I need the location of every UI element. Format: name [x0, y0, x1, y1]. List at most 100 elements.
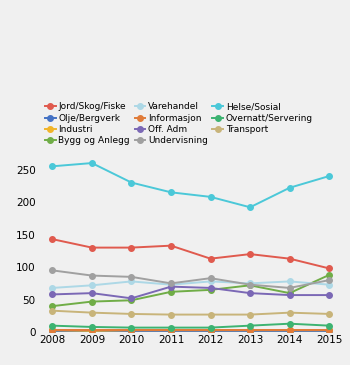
Helse/Sosial: [130, 180, 134, 185]
Helse/Sosial: [50, 164, 55, 169]
Industri: [327, 328, 331, 333]
Varehandel: [90, 283, 94, 288]
Varehandel: [287, 279, 292, 284]
Jord/Skog/Fiske: [248, 252, 252, 256]
Overnatt/Servering: [327, 323, 331, 328]
Olje/Bergverk: [130, 328, 134, 333]
Industri: [248, 328, 252, 333]
Olje/Bergverk: [169, 328, 173, 333]
Bygg og Anlegg: [169, 290, 173, 294]
Industri: [90, 328, 94, 333]
Undervisning: [248, 283, 252, 287]
Line: Overnatt/Servering: Overnatt/Servering: [50, 321, 332, 330]
Informasjon: [327, 328, 331, 333]
Undervisning: [287, 286, 292, 290]
Off. Adm: [287, 293, 292, 297]
Line: Helse/Sosial: Helse/Sosial: [50, 160, 332, 210]
Legend: Jord/Skog/Fiske, Olje/Bergverk, Industri, Bygg og Anlegg, Varehandel, Informasjo: Jord/Skog/Fiske, Olje/Bergverk, Industri…: [43, 101, 315, 147]
Transport: [248, 312, 252, 317]
Line: Off. Adm: Off. Adm: [50, 284, 332, 301]
Olje/Bergverk: [208, 328, 212, 333]
Varehandel: [248, 281, 252, 285]
Jord/Skog/Fiske: [327, 266, 331, 270]
Jord/Skog/Fiske: [50, 237, 55, 241]
Helse/Sosial: [169, 190, 173, 195]
Informasjon: [248, 328, 252, 333]
Undervisning: [327, 278, 331, 282]
Line: Informasjon: Informasjon: [50, 327, 332, 333]
Jord/Skog/Fiske: [90, 245, 94, 250]
Helse/Sosial: [327, 174, 331, 178]
Off. Adm: [90, 291, 94, 295]
Line: Olje/Bergverk: Olje/Bergverk: [50, 328, 332, 334]
Olje/Bergverk: [248, 328, 252, 333]
Industri: [169, 328, 173, 333]
Olje/Bergverk: [287, 328, 292, 333]
Bygg og Anlegg: [130, 298, 134, 303]
Line: Transport: Transport: [50, 308, 332, 318]
Bygg og Anlegg: [50, 304, 55, 308]
Industri: [208, 328, 212, 333]
Overnatt/Servering: [248, 323, 252, 328]
Line: Bygg og Anlegg: Bygg og Anlegg: [50, 272, 332, 309]
Bygg og Anlegg: [90, 299, 94, 304]
Varehandel: [208, 279, 212, 284]
Olje/Bergverk: [90, 328, 94, 333]
Transport: [90, 311, 94, 315]
Varehandel: [169, 283, 173, 287]
Helse/Sosial: [287, 185, 292, 190]
Overnatt/Servering: [169, 326, 173, 330]
Bygg og Anlegg: [327, 273, 331, 277]
Overnatt/Servering: [130, 326, 134, 330]
Line: Varehandel: Varehandel: [50, 278, 332, 291]
Informasjon: [287, 328, 292, 333]
Line: Industri: Industri: [50, 327, 332, 334]
Transport: [208, 312, 212, 317]
Transport: [169, 312, 173, 317]
Informasjon: [208, 328, 212, 333]
Jord/Skog/Fiske: [208, 257, 212, 261]
Undervisning: [208, 276, 212, 280]
Industri: [287, 328, 292, 333]
Transport: [50, 308, 55, 313]
Varehandel: [50, 286, 55, 290]
Varehandel: [327, 283, 331, 287]
Overnatt/Servering: [208, 326, 212, 330]
Overnatt/Servering: [90, 325, 94, 329]
Off. Adm: [208, 286, 212, 290]
Overnatt/Servering: [287, 322, 292, 326]
Undervisning: [50, 268, 55, 273]
Undervisning: [169, 281, 173, 285]
Olje/Bergverk: [50, 328, 55, 333]
Off. Adm: [327, 293, 331, 297]
Informasjon: [50, 328, 55, 333]
Overnatt/Servering: [50, 323, 55, 328]
Bygg og Anlegg: [287, 291, 292, 295]
Undervisning: [90, 273, 94, 278]
Line: Jord/Skog/Fiske: Jord/Skog/Fiske: [50, 237, 332, 271]
Jord/Skog/Fiske: [287, 257, 292, 261]
Jord/Skog/Fiske: [169, 243, 173, 248]
Informasjon: [90, 328, 94, 333]
Helse/Sosial: [90, 161, 94, 165]
Informasjon: [169, 328, 173, 333]
Varehandel: [130, 279, 134, 284]
Line: Undervisning: Undervisning: [50, 268, 332, 291]
Off. Adm: [50, 292, 55, 297]
Off. Adm: [169, 284, 173, 289]
Bygg og Anlegg: [208, 288, 212, 292]
Olje/Bergverk: [327, 328, 331, 333]
Jord/Skog/Fiske: [130, 245, 134, 250]
Bygg og Anlegg: [248, 283, 252, 288]
Transport: [130, 312, 134, 316]
Industri: [130, 328, 134, 333]
Transport: [327, 312, 331, 316]
Transport: [287, 311, 292, 315]
Helse/Sosial: [248, 205, 252, 210]
Off. Adm: [130, 296, 134, 300]
Informasjon: [130, 328, 134, 333]
Off. Adm: [248, 291, 252, 295]
Undervisning: [130, 275, 134, 279]
Industri: [50, 328, 55, 333]
Helse/Sosial: [208, 195, 212, 199]
